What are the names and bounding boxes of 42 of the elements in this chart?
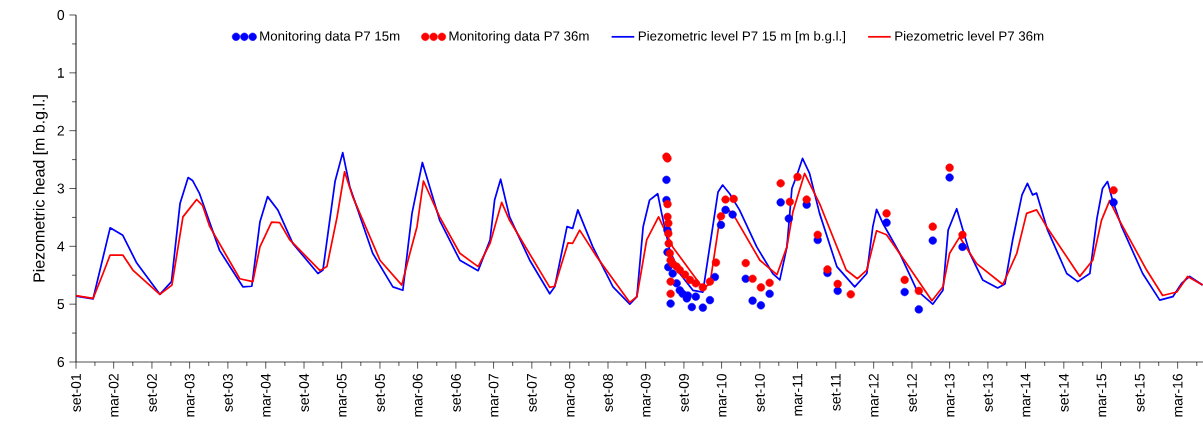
legend-label: Piezometric level P7 15 m [m b.g.l.] <box>638 31 846 44</box>
x-tick-label: mar-16 <box>1172 373 1183 417</box>
x-tick-label: set-15 <box>1134 373 1145 412</box>
x-tick-label: mar-12 <box>868 374 879 417</box>
x-tick-label: mar-06 <box>412 373 423 417</box>
y-tick-label: 1 <box>57 68 64 78</box>
x-tick-label: mar-09 <box>640 374 651 417</box>
x-tick-label: set-07 <box>526 374 537 412</box>
x-tick-label: set-02 <box>147 374 157 412</box>
x-tick-label: mar-08 <box>564 373 575 417</box>
legend-label: Piezometric level P7 36m <box>895 31 1044 41</box>
x-tick-label: set-01 <box>71 374 81 412</box>
x-tick-label: set-14 <box>1058 373 1069 412</box>
x-tick-label: set-09 <box>679 374 689 412</box>
x-tick-label: set-13 <box>982 373 993 412</box>
x-tick-label: set-12 <box>907 374 917 412</box>
x-tick-label: mar-05 <box>336 373 347 417</box>
x-tick-label: mar-04 <box>260 373 271 417</box>
x-tick-label: set-06 <box>450 373 461 412</box>
x-tick-label: mar-11 <box>792 374 803 416</box>
legend-label: Monitoring data P7 36m <box>449 31 589 44</box>
y-tick-label: 0 <box>57 10 65 20</box>
x-tick-label: mar-10 <box>716 373 727 417</box>
x-tick-label: set-11 <box>830 374 841 411</box>
y-tick-label: 6 <box>57 357 65 367</box>
y-tick-label: 5 <box>57 299 65 310</box>
y-axis-title: Piezometric head [m b.g.l.] <box>32 95 48 282</box>
x-tick-label: mar-13 <box>944 373 955 417</box>
y-tick-label: 4 <box>57 241 65 252</box>
y-tick-label: 3 <box>57 183 65 194</box>
x-tick-label: mar-14 <box>1020 373 1031 417</box>
y-tick-label: 2 <box>57 125 64 136</box>
x-tick-label: mar-02 <box>108 374 119 417</box>
legend-label: Monitoring data P7 15m <box>260 31 400 44</box>
x-tick-label: mar-03 <box>184 373 195 417</box>
x-tick-label: set-05 <box>375 373 385 412</box>
x-tick-label: set-10 <box>754 373 765 412</box>
x-tick-label: set-04 <box>299 373 309 412</box>
x-tick-label: set-08 <box>603 373 613 412</box>
x-tick-label: mar-15 <box>1096 373 1107 417</box>
x-tick-label: mar-07 <box>488 374 499 417</box>
x-tick-label: set-03 <box>222 373 233 412</box>
